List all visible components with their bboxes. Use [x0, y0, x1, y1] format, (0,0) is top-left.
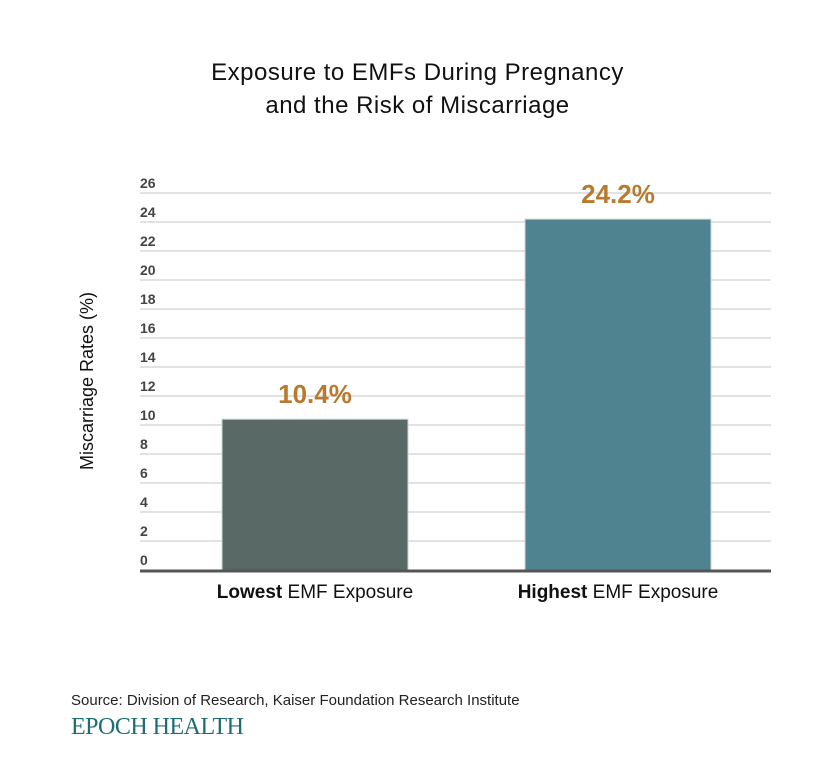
y-tick-label: 24 [140, 204, 156, 220]
source-note: Source: Division of Research, Kaiser Fou… [71, 692, 520, 709]
bar-0 [221, 418, 409, 571]
y-tick-label: 4 [140, 494, 148, 510]
y-axis-label: Miscarriage Rates (%) [77, 292, 97, 470]
y-tick-label: 22 [140, 233, 156, 249]
y-tick-label: 14 [140, 349, 156, 365]
chart-title-line1: Exposure to EMFs During Pregnancy [211, 59, 624, 86]
x-category-label: Highest EMF Exposure [518, 582, 719, 603]
x-category-label: Lowest EMF Exposure [217, 582, 413, 603]
y-tick-label: 2 [140, 523, 148, 539]
y-tick-label: 26 [140, 175, 156, 191]
y-tick-label: 20 [140, 262, 156, 278]
category-rest: EMF Exposure [282, 582, 413, 603]
y-tick-label: 12 [140, 378, 156, 394]
data-label: 10.4% [278, 379, 352, 409]
y-tick-label: 16 [140, 320, 156, 336]
y-tick-label: 10 [140, 407, 156, 423]
bar-1 [524, 218, 712, 571]
data-label: 24.2% [581, 179, 655, 209]
category-bold: Highest [518, 582, 588, 603]
y-tick-label: 6 [140, 465, 148, 481]
y-tick-label: 18 [140, 291, 156, 307]
y-tick-label: 8 [140, 436, 148, 452]
category-rest: EMF Exposure [587, 582, 718, 603]
chart-title-line2: and the Risk of Miscarriage [265, 92, 570, 119]
y-tick-label: 0 [140, 552, 148, 568]
category-bold: Lowest [217, 582, 283, 603]
epoch-health-logo: EPOCH HEALTH [71, 714, 244, 740]
